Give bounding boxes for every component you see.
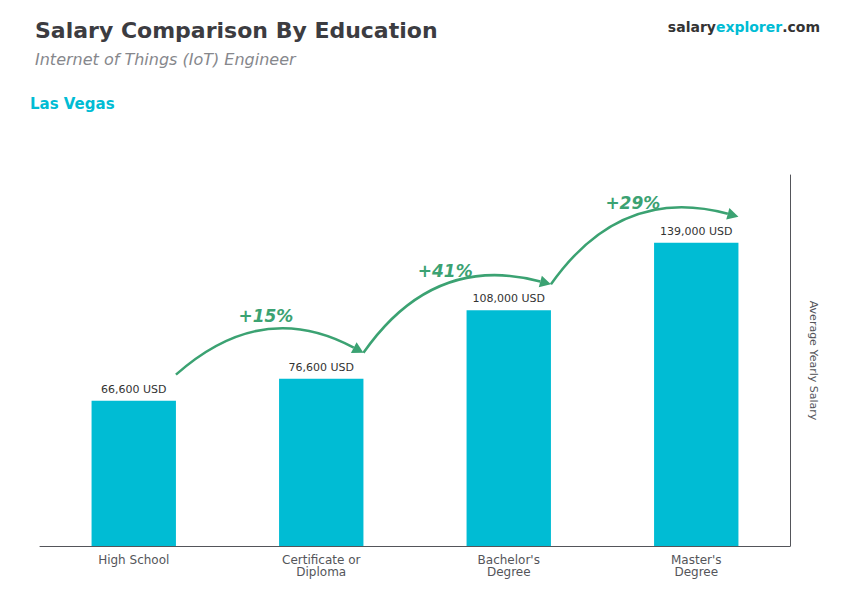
svg-text:explorer: explorer [716,19,782,35]
svg-text:High School: High School [98,553,169,567]
svg-text:Certificate or: Certificate or [282,553,361,567]
svg-text:.com: .com [782,19,820,35]
svg-text:Degree: Degree [487,565,531,579]
svg-text:Master's: Master's [671,553,722,567]
svg-text:+41%: +41% [418,261,473,281]
svg-text:+29%: +29% [605,193,660,213]
svg-text:76,600 USD: 76,600 USD [289,361,355,374]
svg-text:Salary Comparison By Education: Salary Comparison By Education [35,18,438,43]
svg-text:Degree: Degree [674,565,718,579]
svg-text:Bachelor's: Bachelor's [477,553,540,567]
svg-text:Las Vegas: Las Vegas [30,95,115,113]
svg-text:Internet of Things (IoT) Engin: Internet of Things (IoT) Engineer [35,50,297,69]
svg-text:Average Yearly Salary: Average Yearly Salary [807,301,820,421]
svg-text:139,000 USD: 139,000 USD [660,225,733,238]
svg-text:+15%: +15% [238,306,293,326]
svg-text:66,600 USD: 66,600 USD [101,383,167,396]
svg-text:Diploma: Diploma [296,565,346,579]
svg-text:108,000 USD: 108,000 USD [473,292,546,305]
svg-text:salary: salary [668,19,716,35]
